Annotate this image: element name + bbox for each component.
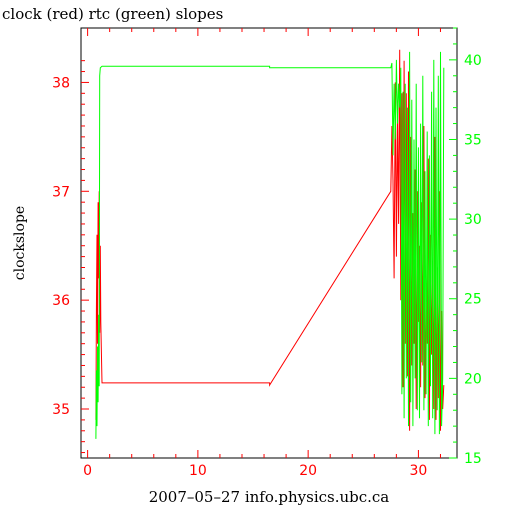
x-axis-label: 2007–05–27 info.physics.ubc.ca — [149, 488, 390, 506]
x-tick-label: 0 — [83, 463, 92, 479]
right-tick-label: 30 — [464, 212, 482, 228]
x-axis: 0 10 20 30 — [83, 28, 441, 479]
left-tick-label: 35 — [52, 402, 70, 418]
x-tick-label: 30 — [409, 463, 427, 479]
y-axis-label: clockslope — [12, 206, 28, 280]
right-tick-label: 15 — [464, 451, 482, 467]
right-tick-label: 25 — [464, 292, 482, 308]
right-tick-label: 40 — [464, 53, 482, 69]
left-y-axis: 35 36 37 38 — [52, 60, 89, 454]
x-tick-label: 10 — [189, 463, 207, 479]
left-tick-label: 37 — [52, 184, 70, 200]
right-tick-label: 35 — [464, 132, 482, 148]
series-line-rtc — [95, 51, 445, 439]
left-tick-label: 38 — [52, 75, 70, 91]
series-layer — [95, 49, 445, 439]
x-tick-label: 20 — [299, 463, 317, 479]
right-tick-label: 20 — [464, 371, 482, 387]
chart-title: clock (red) rtc (green) slopes — [2, 5, 223, 23]
plot-frame — [80, 27, 458, 459]
left-tick-label: 36 — [52, 293, 70, 309]
right-y-axis: 15 20 25 30 35 40 — [449, 27, 482, 467]
series-line-clock — [95, 49, 445, 431]
